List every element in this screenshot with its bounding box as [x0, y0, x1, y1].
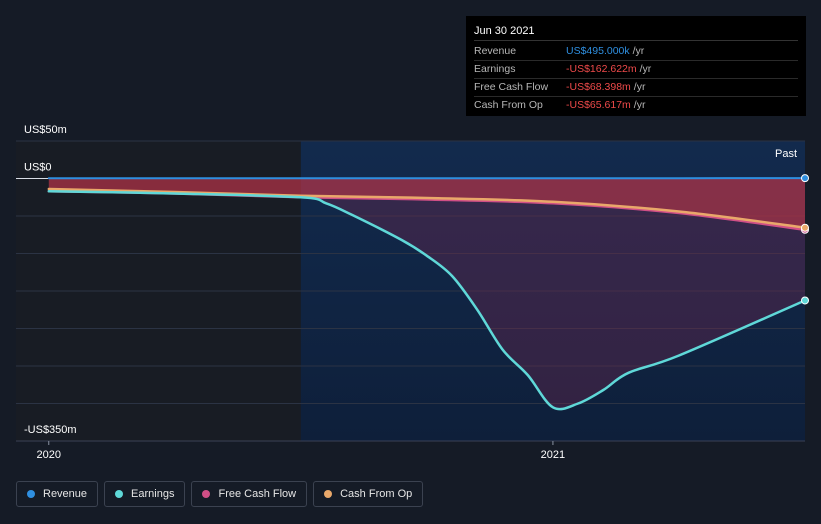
legend: Revenue Earnings Free Cash Flow Cash Fro… [16, 481, 429, 507]
legend-label: Cash From Op [340, 488, 413, 500]
legend-label: Earnings [131, 488, 175, 500]
legend-item-revenue[interactable]: Revenue [16, 481, 99, 507]
y-tick-label: US$0 [24, 162, 52, 174]
tooltip-label: Cash From Op [474, 99, 543, 111]
x-tick-label: 2020 [37, 449, 61, 461]
tooltip-label: Revenue [474, 45, 517, 57]
legend-item-earnings[interactable]: Earnings [104, 481, 186, 507]
past-label: Past [775, 148, 797, 160]
tooltip-value: -US$68.398m [566, 81, 631, 93]
legend-label: Free Cash Flow [218, 488, 297, 500]
legend-label: Revenue [43, 488, 88, 500]
free-cash-flow-dot-icon [202, 490, 211, 498]
tooltip-date: Jun 30 2021 [474, 24, 798, 41]
cash-from-op-end-marker [801, 223, 809, 232]
tooltip-unit: /yr [633, 99, 646, 111]
cash-from-op-dot-icon [324, 490, 333, 498]
free-cash-flow-area [48, 178, 806, 230]
revenue-end-marker [801, 174, 809, 183]
earnings-end-marker [801, 296, 809, 305]
tooltip-unit: /yr [633, 81, 646, 93]
tooltip-unit: /yr [632, 45, 645, 57]
earnings-line [47, 190, 807, 411]
tooltip-row-cash-from-op: Cash From Op -US$65.617m /yr [474, 97, 798, 114]
y-tick-label: -US$350m [24, 424, 77, 436]
cash-from-op-line [47, 187, 807, 229]
y-tick-label: US$50m [24, 124, 67, 136]
tooltip: Jun 30 2021 Revenue US$495.000k /yr Earn… [466, 16, 806, 116]
tooltip-row-revenue: Revenue US$495.000k /yr [474, 43, 798, 61]
tooltip-value: -US$162.622m [566, 63, 637, 75]
revenue-dot-icon [27, 490, 35, 498]
x-tick-label: 2021 [541, 449, 565, 461]
tooltip-label: Earnings [474, 63, 516, 75]
tooltip-value: US$495.000k [566, 45, 630, 57]
legend-item-cash-from-op[interactable]: Cash From Op [313, 481, 424, 507]
tooltip-row-free-cash-flow: Free Cash Flow -US$68.398m /yr [474, 79, 798, 97]
tooltip-row-earnings: Earnings -US$162.622m /yr [474, 61, 798, 79]
legend-item-free-cash-flow[interactable]: Free Cash Flow [191, 481, 308, 507]
tooltip-unit: /yr [639, 63, 652, 75]
earnings-dot-icon [115, 490, 124, 498]
tooltip-label: Free Cash Flow [474, 81, 549, 93]
earnings-area [48, 178, 806, 410]
tooltip-value: -US$65.617m [566, 99, 631, 111]
